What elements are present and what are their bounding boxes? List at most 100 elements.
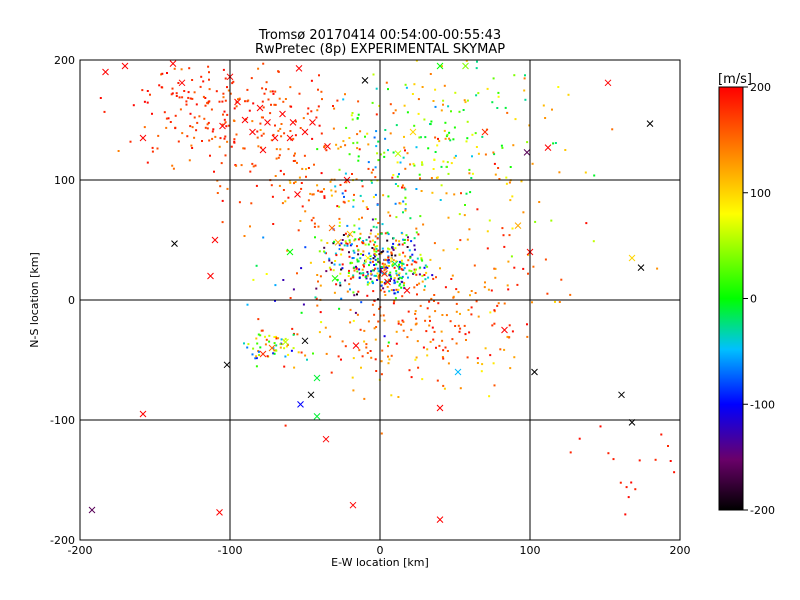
scatter-x-marker xyxy=(102,68,109,76)
chart-title: Tromsø 20170414 00:54:00-00:55:43 xyxy=(258,28,501,43)
x-axis-ticks: -200 -100 0 100 200 xyxy=(68,544,691,557)
scatter-dot xyxy=(466,99,469,102)
scatter-dot xyxy=(246,303,249,306)
scatter-dot xyxy=(391,176,394,179)
scatter-dot xyxy=(404,208,407,211)
scatter-x-marker xyxy=(264,119,271,126)
scatter-dot xyxy=(407,259,410,262)
scatter-dot xyxy=(411,259,414,262)
scatter-dot xyxy=(367,143,370,146)
scatter-dot xyxy=(317,225,320,228)
scatter-dot xyxy=(300,311,303,314)
scatter-dot xyxy=(415,268,417,271)
scatter-dot xyxy=(336,205,339,208)
scatter-dot xyxy=(370,229,373,232)
scatter-dot xyxy=(607,452,610,455)
scatter-x-marker xyxy=(88,506,96,514)
scatter-x-marker xyxy=(324,143,331,150)
scatter-dot xyxy=(210,108,213,111)
scatter-dot xyxy=(520,180,523,183)
scatter-dot xyxy=(146,90,149,92)
scatter-dot xyxy=(363,340,366,343)
scatter-dot xyxy=(449,139,452,142)
scatter-dot xyxy=(424,136,427,139)
scatter-dot xyxy=(233,141,236,144)
scatter-dot xyxy=(317,280,319,283)
scatter-dot xyxy=(481,135,484,138)
scatter-dot xyxy=(215,90,218,93)
scatter-dot xyxy=(385,81,388,84)
scatter-dot xyxy=(504,106,507,109)
scatter-dot xyxy=(564,149,567,151)
scatter-dot xyxy=(401,186,403,189)
scatter-dot xyxy=(352,274,355,277)
scatter-dot xyxy=(455,288,458,291)
scatter-dot xyxy=(494,173,497,176)
scatter-dot xyxy=(380,284,383,287)
scatter-dot xyxy=(413,248,416,251)
scatter-dot xyxy=(374,176,377,179)
scatter-dot xyxy=(353,251,356,254)
scatter-x-marker xyxy=(322,435,330,443)
scatter-dot xyxy=(433,159,436,161)
scatter-dot xyxy=(174,127,177,130)
scatter-dot xyxy=(429,73,432,75)
scatter-dot xyxy=(333,240,336,243)
scatter-dot xyxy=(359,194,362,197)
scatter-dot xyxy=(558,301,561,303)
scatter-dot xyxy=(442,99,445,102)
scatter-dot xyxy=(404,255,407,258)
scatter-dot xyxy=(252,165,255,168)
scatter-dot xyxy=(509,166,512,168)
scatter-dot xyxy=(158,84,161,87)
scatter-dot xyxy=(403,104,406,107)
scatter-dot xyxy=(364,135,366,138)
scatter-dot xyxy=(350,114,353,117)
scatter-dot xyxy=(216,192,219,194)
scatter-dot xyxy=(329,335,332,338)
scatter-dot xyxy=(465,140,468,143)
scatter-dot xyxy=(415,231,418,234)
scatter-dot xyxy=(337,147,340,150)
scatter-dot xyxy=(440,184,443,187)
scatter-dot xyxy=(476,362,479,364)
scatter-dot xyxy=(401,275,404,278)
scatter-x-marker xyxy=(334,239,342,246)
scatter-x-marker xyxy=(391,260,399,268)
scatter-dot xyxy=(348,251,350,254)
scatter-dot xyxy=(433,330,436,333)
scatter-dot xyxy=(272,347,275,350)
scatter-dot xyxy=(445,314,448,317)
scatter-dot xyxy=(334,260,337,262)
scatter-x-marker xyxy=(313,374,321,382)
scatter-dot xyxy=(429,340,432,343)
scatter-dot xyxy=(375,130,378,133)
scatter-x-marker xyxy=(211,236,219,244)
scatter-dot xyxy=(376,272,379,275)
scatter-dot xyxy=(477,315,480,318)
scatter-dot xyxy=(409,163,412,166)
scatter-dot xyxy=(357,238,360,241)
scatter-dot xyxy=(423,266,426,269)
scatter-dot xyxy=(395,124,398,127)
scatter-dot xyxy=(355,267,358,270)
scatter-dot xyxy=(99,97,102,99)
scatter-dot xyxy=(365,343,368,346)
scatter-dot xyxy=(344,172,347,175)
scatter-dot xyxy=(235,164,238,167)
scatter-dot xyxy=(395,270,398,272)
scatter-dot xyxy=(267,98,270,101)
scatter-dot xyxy=(374,358,377,361)
scatter-dot xyxy=(430,177,433,179)
scatter-dot xyxy=(225,125,228,128)
scatter-dot xyxy=(488,395,491,398)
scatter-dot xyxy=(352,389,355,392)
scatter-dot xyxy=(417,366,420,369)
scatter-dot xyxy=(207,121,210,124)
scatter-dot xyxy=(466,356,469,359)
scatter-dot xyxy=(277,129,280,132)
scatter-dot xyxy=(401,262,404,265)
scatter-dot xyxy=(433,300,435,302)
scatter-dot xyxy=(402,156,405,159)
scatter-dot xyxy=(390,277,392,280)
